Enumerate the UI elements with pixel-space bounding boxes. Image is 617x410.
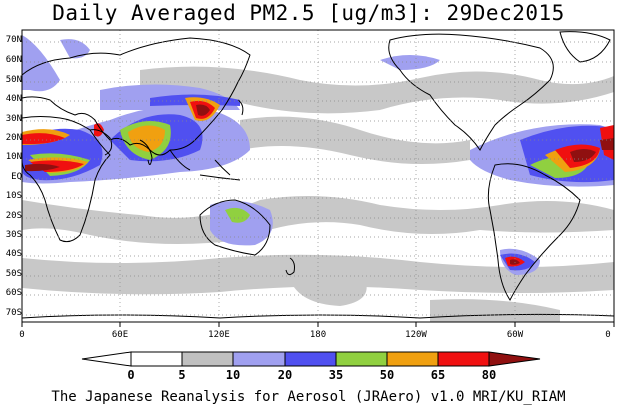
colorbar-bin-35-50 bbox=[335, 351, 388, 367]
lat-label: 40N bbox=[5, 94, 22, 104]
colorbar-label: 80 bbox=[481, 368, 497, 382]
colorbar-label: 35 bbox=[328, 368, 344, 382]
colorbar-upper-arrow bbox=[488, 351, 541, 367]
footer-credit: The Japanese Reanalysis for Aerosol (JRA… bbox=[51, 389, 566, 405]
colorbar-lower-arrow bbox=[81, 351, 132, 367]
lon-label: 180 bbox=[309, 330, 327, 340]
lat-label: 50S bbox=[5, 269, 22, 279]
lat-label: 30N bbox=[5, 114, 22, 124]
colorbar-label: 0 bbox=[127, 368, 135, 382]
colorbar-bin-20-35 bbox=[284, 351, 337, 367]
colorbar-label: 50 bbox=[379, 368, 395, 382]
lat-label: 20S bbox=[5, 211, 22, 221]
lat-label: 10S bbox=[5, 191, 22, 201]
coastlines bbox=[22, 31, 614, 319]
lat-label: 70N bbox=[5, 35, 22, 45]
colorbar-label: 10 bbox=[225, 368, 241, 382]
lat-label: 40S bbox=[5, 249, 22, 259]
lon-label: 120E bbox=[208, 330, 230, 340]
lat-label: 10N bbox=[5, 152, 22, 162]
chart-title: Daily Averaged PM2.5 [ug/m3]: 29Dec2015 bbox=[52, 1, 565, 25]
lat-label: 20N bbox=[5, 133, 22, 143]
lon-label: 60W bbox=[506, 330, 524, 340]
lat-label: EQ bbox=[11, 172, 22, 182]
lat-label: 50N bbox=[5, 75, 22, 85]
colorbar-bin-10-20 bbox=[232, 351, 286, 367]
lat-label: 30S bbox=[5, 230, 22, 240]
colorbar-bin-65-80 bbox=[437, 351, 490, 367]
colorbar-bin-0-5 bbox=[130, 351, 183, 367]
lon-label: 0 bbox=[605, 330, 611, 340]
colorbar-label: 5 bbox=[178, 368, 186, 382]
colorbar-bin-5-10 bbox=[181, 351, 234, 367]
colorbar bbox=[81, 351, 541, 367]
colorbar-label: 20 bbox=[277, 368, 293, 382]
colorbar-label: 65 bbox=[430, 368, 446, 382]
lon-label: 0 bbox=[19, 330, 25, 340]
lat-label: 70S bbox=[5, 308, 22, 318]
lat-label: 60N bbox=[5, 55, 22, 65]
lat-label: 60S bbox=[5, 288, 22, 298]
lon-label: 120W bbox=[405, 330, 427, 340]
colorbar-bin-50-65 bbox=[386, 351, 439, 367]
lon-label: 60E bbox=[111, 330, 129, 340]
grid-lines bbox=[22, 30, 614, 322]
